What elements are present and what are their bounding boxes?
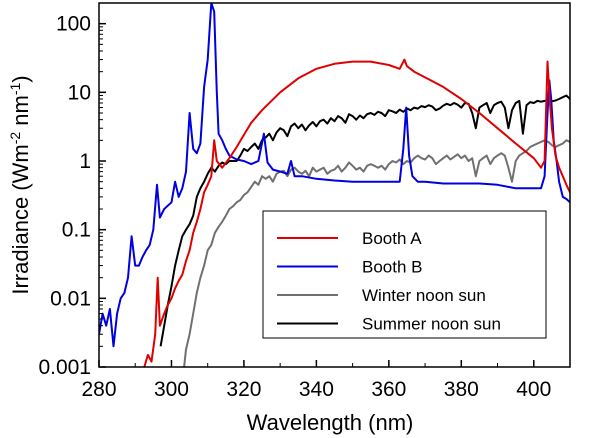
series-line-summer-noon-sun [159, 94, 570, 347]
x-tick-label: 360 [371, 378, 406, 401]
legend-label: Booth B [362, 258, 423, 277]
legend-label: Booth A [362, 229, 422, 248]
legend-box [262, 210, 547, 339]
plot-frame [98, 2, 571, 368]
x-axis: 280 300 320 340 360 380 400 [81, 360, 551, 401]
x-tick-label: 340 [299, 378, 334, 401]
series-layer [99, 3, 570, 367]
series-line-winter-noon-sun [183, 139, 570, 367]
x-tick-label: 300 [154, 378, 189, 401]
legend-items: Booth A Booth B Winter noon sun Summer noon… [277, 229, 501, 334]
series-line-booth-b [99, 3, 570, 348]
series-line-booth-a [143, 58, 570, 367]
y-axis: 0.001 0.01 0.1 1 10 100 [38, 2, 106, 379]
y-tick-label: 0.001 [38, 356, 91, 379]
x-tick-label: 280 [81, 378, 116, 401]
legend-label: Summer noon sun [362, 315, 501, 334]
x-tick-label: 380 [444, 378, 479, 401]
y-axis-title: Irradiance (Wm-2 nm-1) [7, 75, 33, 294]
y-tick-label: 0.1 [62, 219, 91, 242]
y-tick-label: 10 [68, 81, 91, 104]
y-tick-label: 100 [56, 13, 91, 36]
legend-label: Winter noon sun [362, 286, 486, 305]
legend: Booth A Booth B Winter noon sun Summer noon… [262, 210, 547, 339]
y-tick-label: 0.01 [50, 287, 91, 310]
y-tick-label: 1 [79, 150, 91, 173]
x-tick-label: 400 [516, 378, 551, 401]
x-tick-label: 320 [226, 378, 261, 401]
x-axis-title: Wavelength (nm) [247, 410, 414, 435]
